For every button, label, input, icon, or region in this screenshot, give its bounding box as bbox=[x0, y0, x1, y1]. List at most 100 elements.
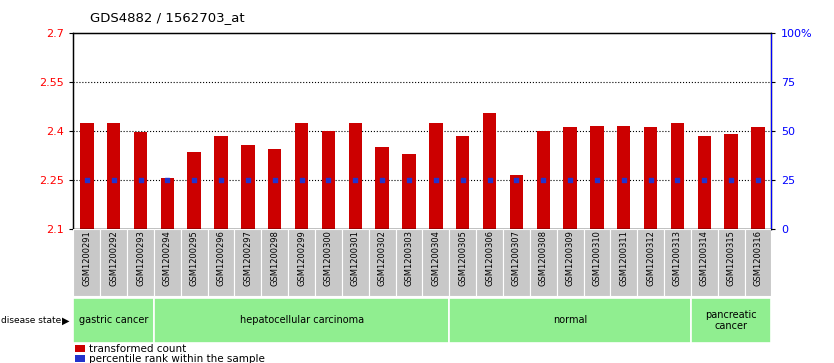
Bar bbox=[584, 229, 610, 296]
Point bbox=[107, 177, 120, 183]
Bar bbox=[100, 229, 127, 296]
Bar bbox=[691, 229, 718, 296]
Point bbox=[671, 177, 684, 183]
Bar bbox=[133, 132, 148, 229]
Point bbox=[161, 177, 174, 183]
Bar bbox=[73, 229, 100, 296]
Bar bbox=[402, 154, 415, 229]
Bar bbox=[456, 136, 470, 229]
Text: GSM1200307: GSM1200307 bbox=[512, 230, 521, 286]
Point bbox=[133, 177, 147, 183]
Text: GSM1200311: GSM1200311 bbox=[620, 230, 628, 286]
Bar bbox=[530, 229, 556, 296]
Point bbox=[80, 177, 93, 183]
Bar bbox=[536, 131, 550, 229]
Bar bbox=[697, 136, 711, 229]
Point bbox=[241, 177, 254, 183]
Bar bbox=[564, 127, 577, 229]
Bar bbox=[107, 123, 120, 229]
Point bbox=[644, 177, 657, 183]
Point bbox=[751, 177, 765, 183]
Text: GSM1200310: GSM1200310 bbox=[592, 230, 601, 286]
Bar bbox=[610, 229, 637, 296]
Text: GSM1200314: GSM1200314 bbox=[700, 230, 709, 286]
Point bbox=[349, 177, 362, 183]
Point bbox=[402, 177, 415, 183]
Bar bbox=[422, 229, 450, 296]
Text: GSM1200299: GSM1200299 bbox=[297, 230, 306, 286]
Bar bbox=[127, 229, 154, 296]
Text: GSM1200303: GSM1200303 bbox=[404, 230, 414, 286]
Bar bbox=[342, 229, 369, 296]
Text: GSM1200312: GSM1200312 bbox=[646, 230, 656, 286]
Bar bbox=[617, 126, 631, 229]
Bar bbox=[369, 229, 395, 296]
Text: GSM1200300: GSM1200300 bbox=[324, 230, 333, 286]
Text: GSM1200315: GSM1200315 bbox=[726, 230, 736, 286]
Text: GSM1200301: GSM1200301 bbox=[351, 230, 359, 286]
Text: GSM1200305: GSM1200305 bbox=[458, 230, 467, 286]
Bar bbox=[395, 229, 423, 296]
Point bbox=[590, 177, 604, 183]
Text: GSM1200308: GSM1200308 bbox=[539, 230, 548, 286]
Text: GSM1200304: GSM1200304 bbox=[431, 230, 440, 286]
Text: GSM1200309: GSM1200309 bbox=[565, 230, 575, 286]
Bar bbox=[644, 127, 657, 229]
Point bbox=[725, 177, 738, 183]
Bar bbox=[181, 229, 208, 296]
Text: GSM1200295: GSM1200295 bbox=[189, 230, 198, 286]
Text: GSM1200293: GSM1200293 bbox=[136, 230, 145, 286]
Text: hepatocellular carcinoma: hepatocellular carcinoma bbox=[239, 315, 364, 325]
Text: GSM1200294: GSM1200294 bbox=[163, 230, 172, 286]
Bar bbox=[671, 123, 684, 229]
Point bbox=[322, 177, 335, 183]
Bar bbox=[718, 229, 745, 296]
Text: percentile rank within the sample: percentile rank within the sample bbox=[88, 354, 264, 363]
Bar bbox=[503, 229, 530, 296]
Bar bbox=[745, 229, 771, 296]
Text: GSM1200302: GSM1200302 bbox=[378, 230, 387, 286]
Bar bbox=[664, 229, 691, 296]
Bar bbox=[241, 146, 254, 229]
Point bbox=[188, 177, 201, 183]
Point bbox=[510, 177, 523, 183]
Bar bbox=[75, 345, 85, 352]
Point bbox=[617, 177, 631, 183]
Text: GSM1200292: GSM1200292 bbox=[109, 230, 118, 286]
Bar bbox=[450, 229, 476, 296]
Text: GSM1200291: GSM1200291 bbox=[83, 230, 91, 286]
Bar bbox=[476, 229, 503, 296]
Text: pancreatic
cancer: pancreatic cancer bbox=[706, 310, 757, 331]
Bar bbox=[188, 152, 201, 229]
Bar bbox=[214, 136, 228, 229]
Bar bbox=[691, 298, 771, 343]
Bar bbox=[751, 127, 765, 229]
Text: ▶: ▶ bbox=[62, 315, 69, 325]
Text: GDS4882 / 1562703_at: GDS4882 / 1562703_at bbox=[90, 11, 244, 24]
Point bbox=[698, 177, 711, 183]
Bar bbox=[556, 229, 584, 296]
Point bbox=[483, 177, 496, 183]
Text: normal: normal bbox=[553, 315, 587, 325]
Text: gastric cancer: gastric cancer bbox=[79, 315, 148, 325]
Bar bbox=[483, 113, 496, 229]
Text: transformed count: transformed count bbox=[88, 344, 186, 354]
Text: GSM1200316: GSM1200316 bbox=[754, 230, 762, 286]
Bar bbox=[154, 298, 450, 343]
Text: GSM1200296: GSM1200296 bbox=[217, 230, 225, 286]
Bar bbox=[510, 175, 523, 229]
Bar bbox=[80, 123, 93, 229]
Text: GSM1200297: GSM1200297 bbox=[244, 230, 253, 286]
Bar bbox=[637, 229, 664, 296]
Bar bbox=[315, 229, 342, 296]
Bar bbox=[268, 149, 281, 229]
Point bbox=[214, 177, 228, 183]
Bar bbox=[234, 229, 261, 296]
Bar bbox=[161, 178, 174, 229]
Text: GSM1200306: GSM1200306 bbox=[485, 230, 494, 286]
Bar bbox=[295, 123, 309, 229]
Bar bbox=[75, 355, 85, 362]
Point bbox=[268, 177, 281, 183]
Text: disease state: disease state bbox=[1, 316, 61, 325]
Text: GSM1200313: GSM1200313 bbox=[673, 230, 682, 286]
